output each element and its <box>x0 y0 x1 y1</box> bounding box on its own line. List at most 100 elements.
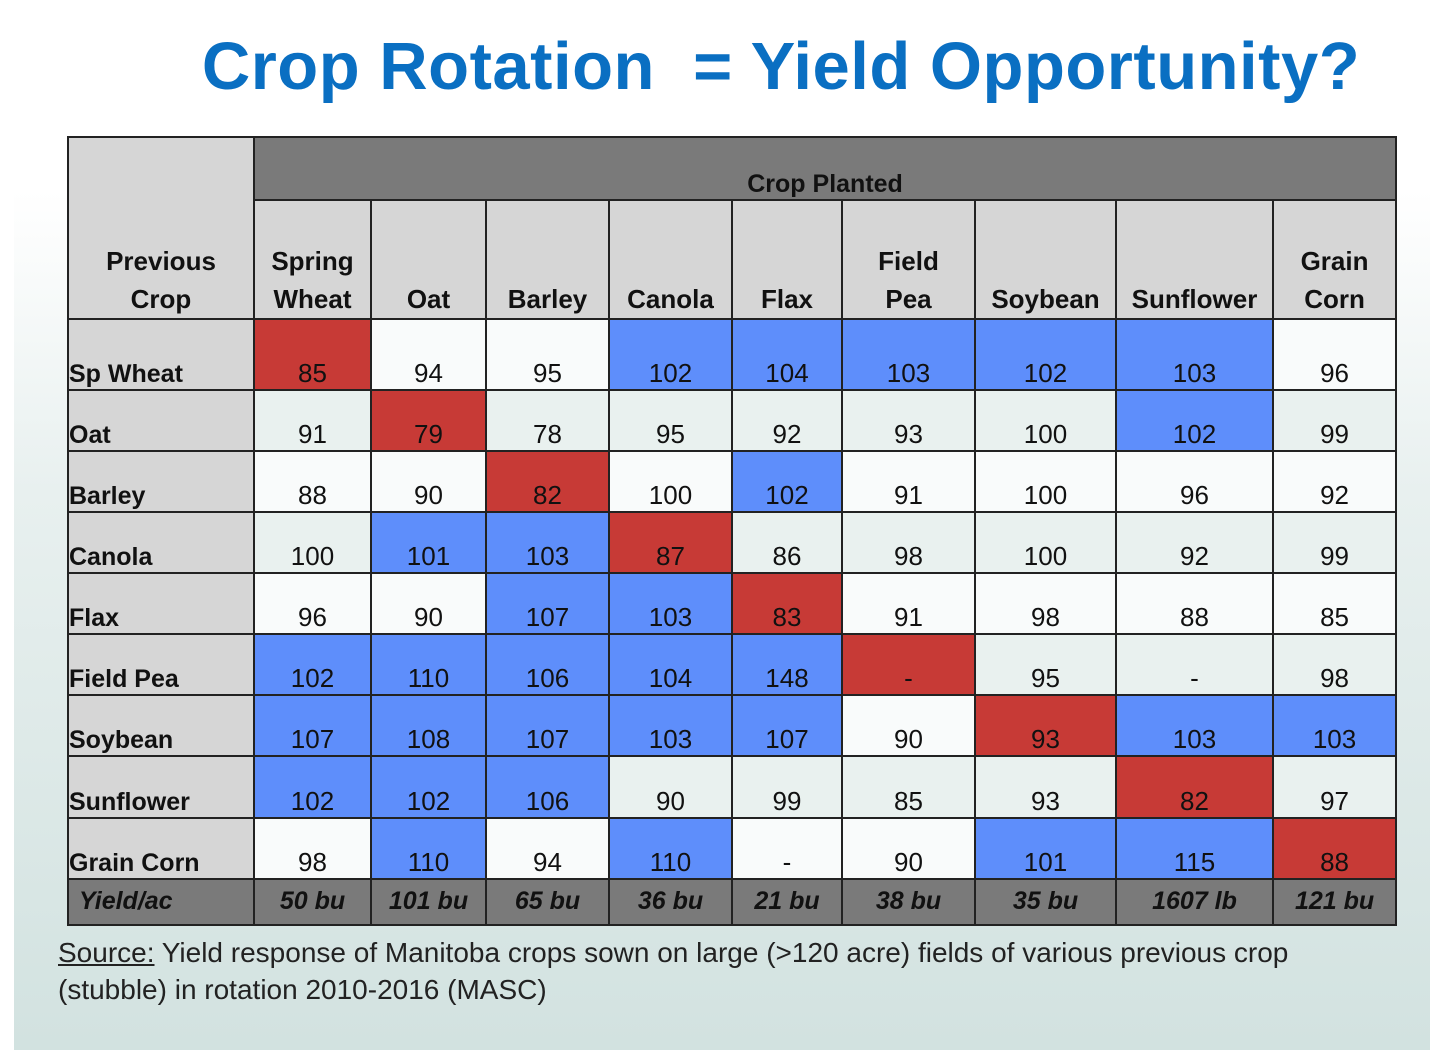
table-cell: 100 <box>253 510 372 575</box>
yield-value: 35 bu <box>974 877 1117 927</box>
table-cell: 100 <box>608 449 733 513</box>
table-row: Field Pea 102 110 106 104 148-95-98 <box>67 633 1398 697</box>
column-header-line: Canola <box>627 284 714 315</box>
column-header: Flax <box>731 199 843 321</box>
row-header: Flax <box>67 572 255 636</box>
column-header-line: Soybean <box>991 284 1100 315</box>
yield-value: 50 bu <box>253 877 372 927</box>
table-cell: 88 <box>253 449 372 513</box>
table-cell: 87 <box>608 510 733 575</box>
header-row-group: Previous Crop Crop Planted <box>67 135 1398 321</box>
table-cell: 85 <box>841 755 976 819</box>
table-cell: 88 <box>1271 816 1398 880</box>
table-cell: 90 <box>370 572 487 636</box>
table-cell: 79 <box>370 388 487 452</box>
table-cell: 101 <box>974 816 1117 880</box>
yield-value: 38 bu <box>841 877 976 927</box>
column-header-line: Barley <box>507 284 588 315</box>
table-cell: 100 <box>974 388 1117 452</box>
yield-value: 1607 lb <box>1115 877 1274 927</box>
table-cell: 96 <box>1271 318 1398 391</box>
rotation-yield-table: Previous Crop Crop Planted Spring Wheat Oat … <box>67 135 1398 927</box>
table-cell: 102 <box>974 318 1117 391</box>
column-header-line <box>373 242 484 280</box>
column-header-line: Grain <box>1300 246 1369 277</box>
table-cell: 85 <box>253 318 372 391</box>
column-header-line <box>611 242 730 280</box>
table-cell: 106 <box>485 633 610 697</box>
table-cell: 102 <box>253 633 372 697</box>
column-header: Barley <box>485 199 610 321</box>
table-cell: 99 <box>731 755 843 819</box>
table-cell: 103 <box>608 572 733 636</box>
source-text: Yield response of Manitoba crops sown on… <box>58 937 1289 1005</box>
table-cell: 110 <box>608 816 733 880</box>
column-header-line: Oat <box>406 284 451 315</box>
column-header: Soybean <box>974 199 1117 321</box>
table-cell: 148 <box>731 633 843 697</box>
table-cell: 107 <box>485 572 610 636</box>
table-cell: 103 <box>608 694 733 758</box>
column-header-line <box>734 242 840 280</box>
crop-planted-header: Crop Planted <box>252 135 1398 202</box>
table-cell: 83 <box>731 572 843 636</box>
yield-value: 65 bu <box>485 877 610 927</box>
header-row-columns: Spring Wheat Oat Barley Canola Flax Field P… <box>68 199 1398 321</box>
table-cell: 106 <box>485 755 610 819</box>
source-label: Source: <box>58 937 155 968</box>
table-cell: 107 <box>253 694 372 758</box>
table-cell: 90 <box>841 694 976 758</box>
previous-crop-header: Previous Crop <box>67 135 255 321</box>
column-header-line: Sunflower <box>1131 284 1258 315</box>
column-header: Canola <box>608 199 733 321</box>
table-row: Sp Wheat 85 94 95 102 104 103 102 103 96 <box>67 318 1398 391</box>
table-cell: 98 <box>974 572 1117 636</box>
table-cell: - <box>731 816 843 880</box>
yield-value: 121 bu <box>1271 877 1398 927</box>
column-header: Grain Corn <box>1271 199 1398 321</box>
table-row: Sunflower 102 102 106 90 99 85 93 82 97 <box>67 755 1398 819</box>
table-cell: 110 <box>370 816 487 880</box>
row-header: Grain Corn <box>67 816 255 880</box>
table-cell: 104 <box>731 318 843 391</box>
table-cell: 85 <box>1271 572 1398 636</box>
row-header: Sp Wheat <box>67 318 255 391</box>
table-cell: 115 <box>1115 816 1274 880</box>
row-header: Barley <box>67 449 255 513</box>
table-cell: 95 <box>974 633 1117 697</box>
table-row: Flax 96 90 107 103 83 91 98 88 85 <box>67 572 1398 636</box>
column-header: Field Pea <box>841 199 976 321</box>
yield-footer-row: Yield/ac 50 bu 101 bu 65 bu 36 bu 21 bu 38 bu 3… <box>67 877 1398 927</box>
table-cell: 100 <box>974 510 1117 575</box>
table-cell: 82 <box>485 449 610 513</box>
column-header-line <box>488 242 607 280</box>
table-cell: 110 <box>370 633 487 697</box>
yield-value: 36 bu <box>608 877 733 927</box>
column-header-line: Corn <box>1304 284 1365 315</box>
column-header-line: Field <box>878 246 939 277</box>
table-cell: 102 <box>608 318 733 391</box>
slide-title: Crop Rotation = Yield Opportunity? <box>201 29 1361 104</box>
table-row: Barley 88 90 82 100 102 91 100 96 92 <box>67 449 1398 513</box>
previous-crop-header-line: Previous <box>106 246 216 277</box>
table-cell: 102 <box>370 755 487 819</box>
table-cell: 99 <box>1271 388 1398 452</box>
table-cell: 103 <box>485 510 610 575</box>
table-row: Grain Corn 98 110 94 110-90 101 115 88 <box>67 816 1398 880</box>
table-cell: 99 <box>1271 510 1398 575</box>
row-header: Canola <box>67 510 255 575</box>
table-cell: 88 <box>1115 572 1274 636</box>
table-cell: 100 <box>974 449 1117 513</box>
table-cell: 98 <box>253 816 372 880</box>
row-header: Soybean <box>67 694 255 758</box>
table-cell: 96 <box>1115 449 1274 513</box>
table-cell: 94 <box>485 816 610 880</box>
column-header-line: Wheat <box>273 284 352 315</box>
table-cell: 97 <box>1271 755 1398 819</box>
source-note: Source: Yield response of Manitoba crops… <box>58 934 1398 1008</box>
table-cell: 78 <box>485 388 610 452</box>
column-header: Sunflower <box>1115 199 1274 321</box>
table-cell: 93 <box>974 694 1117 758</box>
table-cell: 108 <box>370 694 487 758</box>
table-row: Oat 91 79 78 95 92 93 100 102 99 <box>67 388 1398 452</box>
